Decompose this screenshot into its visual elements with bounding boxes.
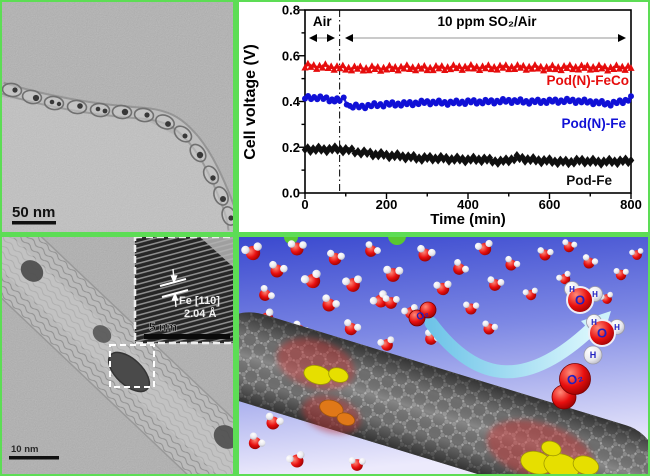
panel-simulation: O₂ O₂ H O H H O H H bbox=[239, 237, 648, 474]
reactive-sites bbox=[276, 338, 599, 474]
h-label: H bbox=[592, 290, 598, 299]
y-tick-label: 0.4 bbox=[282, 94, 301, 109]
panel-voltage-chart: 0 200 400 600 800 0.0 0.2 0.4 0.6 0.8 Time (min) Ce… bbox=[239, 2, 648, 232]
water-labeled: OH H bbox=[586, 314, 625, 347]
series-Pod(N)-FeCo bbox=[301, 59, 635, 74]
catalyst-nanoparticles bbox=[12, 87, 233, 221]
h-label: H bbox=[591, 318, 597, 327]
x-axis-ticks: 0 200 400 600 800 bbox=[301, 193, 642, 212]
region-of-interest-box bbox=[109, 344, 155, 388]
span-arrows bbox=[309, 34, 626, 42]
tem-overview-image: 50 nm bbox=[2, 2, 233, 232]
inset-scale-label: 5 nm bbox=[149, 320, 177, 334]
fe-nanoparticles bbox=[20, 260, 233, 449]
x-tick-label: 400 bbox=[457, 197, 479, 212]
charge-density-blobs bbox=[303, 365, 599, 474]
reaction-arrow bbox=[424, 316, 598, 379]
o2-label: O₂ bbox=[565, 369, 585, 389]
legend-Pod(N)-FeCo: Pod(N)-FeCo bbox=[547, 73, 629, 88]
air-annotation: Air bbox=[313, 14, 333, 29]
panel-tem-highres: Fe [110] 2.04 Å 5 nm 10 nm bbox=[2, 237, 233, 474]
series-Pod-Fe bbox=[301, 142, 635, 169]
h-label: H bbox=[590, 350, 597, 360]
inset-border bbox=[133, 237, 233, 345]
carbon-nanotube bbox=[239, 312, 648, 474]
scale-bar-label: 50 nm bbox=[12, 204, 55, 221]
adsorbed-o2h: O₂ H bbox=[551, 345, 603, 410]
h-label: H bbox=[569, 285, 575, 294]
y-tick-label: 0.2 bbox=[282, 140, 300, 155]
spacing-arrows bbox=[170, 268, 179, 308]
x-tick-label: 0 bbox=[301, 197, 308, 212]
hrtem-inset: Fe [110] 2.04 Å 5 nm bbox=[133, 237, 233, 345]
chart-plot-area: 0 200 400 600 800 0.0 0.2 0.4 0.6 0.8 Time (min) Ce… bbox=[242, 3, 642, 229]
inset-label-fe110: Fe [110] bbox=[179, 295, 220, 307]
scale-bar-label: 10 nm bbox=[11, 444, 38, 455]
tem-highres-image: Fe [110] 2.04 Å 5 nm 10 nm bbox=[2, 237, 233, 474]
scale-bar bbox=[12, 221, 56, 225]
y-axis-ticks: 0.0 0.2 0.4 0.6 0.8 bbox=[282, 3, 305, 201]
inset-scale-bar bbox=[144, 334, 230, 339]
inset-label-spacing: 2.04 Å bbox=[184, 307, 216, 320]
x-tick-label: 800 bbox=[620, 197, 642, 212]
panel-tem-overview: 50 nm bbox=[2, 2, 233, 232]
x-axis-title: Time (min) bbox=[430, 211, 506, 228]
y-tick-label: 0.6 bbox=[282, 48, 300, 63]
o-label: O bbox=[575, 293, 585, 308]
y-tick-label: 0.0 bbox=[282, 186, 300, 201]
o2-label: O₂ bbox=[415, 308, 431, 323]
y-axis-title: Cell voltage (V) bbox=[242, 44, 259, 160]
charge-density-blobs-orange bbox=[319, 399, 356, 426]
o-label: O bbox=[597, 326, 607, 341]
green-atom bbox=[388, 237, 406, 245]
so2-annotation: 10 ppm SO₂/Air bbox=[437, 14, 537, 29]
h-label: H bbox=[614, 323, 620, 332]
carbon-film-light-region bbox=[2, 97, 233, 232]
water-labeled: OH H bbox=[564, 281, 603, 314]
free-o2: O₂ bbox=[408, 301, 437, 327]
series-Pod(N)-Fe bbox=[302, 92, 634, 112]
x-tick-label: 600 bbox=[539, 197, 561, 212]
legend-Pod(N)-Fe: Pod(N)-Fe bbox=[562, 116, 627, 131]
scale-bar bbox=[9, 456, 59, 460]
cell-voltage-chart: 0 200 400 600 800 0.0 0.2 0.4 0.6 0.8 Time (min) Ce… bbox=[242, 3, 642, 229]
y-tick-label: 0.8 bbox=[282, 3, 300, 18]
legend-Pod-Fe: Pod-Fe bbox=[566, 173, 612, 188]
x-tick-label: 200 bbox=[376, 197, 398, 212]
